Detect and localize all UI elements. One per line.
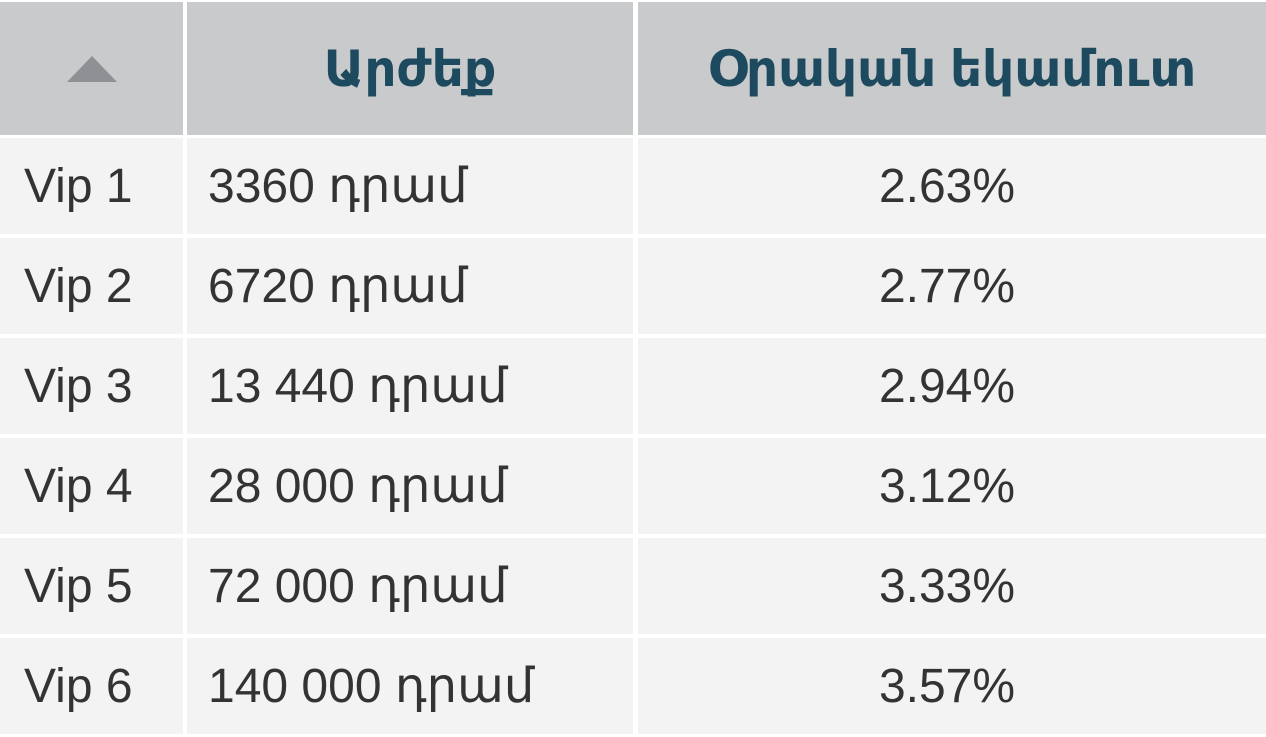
daily-rate: 2.77% <box>638 238 1266 334</box>
column-header: Օրական եկամուտ <box>638 2 1266 135</box>
daily-rate: 2.94% <box>638 338 1266 434</box>
row-label: Vip 5 <box>0 538 183 634</box>
daily-rate: 3.12% <box>638 438 1266 534</box>
amount: 72 000 դրամ <box>187 538 633 634</box>
row-label: Vip 3 <box>0 338 183 434</box>
amount: 3360 դրամ <box>187 138 633 234</box>
row-label: Vip 1 <box>0 138 183 234</box>
daily-rate: 3.57% <box>638 638 1266 734</box>
column-header: Արժեք <box>187 2 633 135</box>
daily-rate: 3.33% <box>638 538 1266 634</box>
sort-header[interactable] <box>0 2 183 135</box>
amount: 13 440 դրամ <box>187 338 633 434</box>
sort-icon[interactable] <box>66 55 117 82</box>
amount: 6720 դրամ <box>187 238 633 334</box>
amount: 140 000 դրամ <box>187 638 633 734</box>
amount: 28 000 դրամ <box>187 438 633 534</box>
daily-rate: 2.63% <box>638 138 1266 234</box>
row-label: Vip 6 <box>0 638 183 734</box>
row-label: Vip 2 <box>0 238 183 334</box>
row-label: Vip 4 <box>0 438 183 534</box>
